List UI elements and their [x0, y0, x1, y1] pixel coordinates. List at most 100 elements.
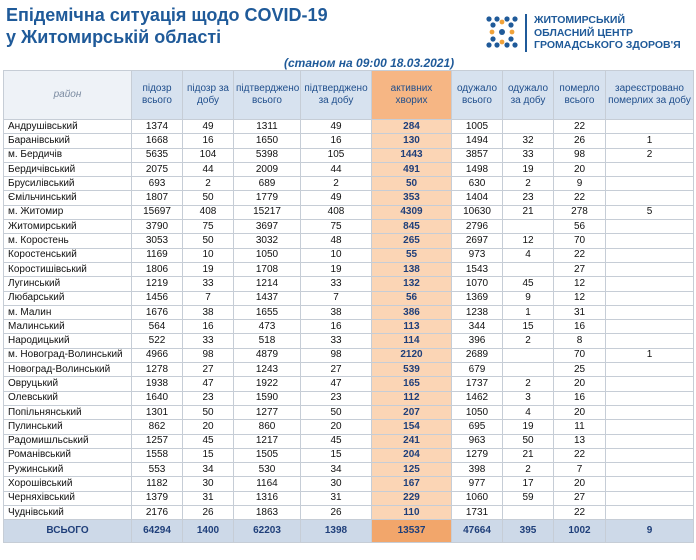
value-cell [605, 118, 694, 135]
value-cell: 2 [502, 462, 554, 478]
table-row: м. Житомир 15697 408 15217 408 4309 10630 21 278… [3, 204, 694, 221]
value-cell: 2009 [233, 161, 301, 178]
value-cell: 56 [371, 290, 452, 306]
rayon-name-cell: м. Малин [3, 304, 132, 321]
value-cell: 10 [300, 247, 372, 263]
value-cell [502, 261, 554, 278]
value-cell: 630 [451, 176, 503, 192]
value-cell: 1708 [233, 261, 301, 278]
total-label: ВСЬОГО [3, 519, 132, 544]
value-cell: 1456 [131, 290, 183, 306]
value-cell: 2697 [451, 233, 503, 249]
value-cell: 2 [182, 176, 234, 192]
table-row: Бердичівський 2075 44 2009 44 491 1498 19 20 [3, 161, 694, 178]
table-row: Коростенський 1169 10 1050 10 55 973 4 22 [3, 247, 694, 263]
value-cell: 22 [553, 118, 606, 135]
header-recovered-daily: одужало за добу [502, 70, 554, 120]
value-cell: 48 [300, 233, 372, 249]
value-cell: 204 [371, 447, 452, 464]
value-cell: 396 [451, 333, 503, 349]
header-suspected-daily: підозр за добу [182, 70, 234, 120]
value-cell [605, 219, 694, 235]
value-cell: 4 [502, 404, 554, 421]
value-cell: 50 [502, 433, 554, 449]
value-cell: 518 [233, 333, 301, 349]
value-cell: 2 [300, 176, 372, 192]
value-cell: 13 [553, 433, 606, 449]
value-cell: 2 [502, 376, 554, 392]
value-cell: 1311 [233, 118, 301, 135]
rayon-name-cell: Попільнянський [3, 404, 132, 421]
value-cell: 130 [371, 133, 452, 149]
value-cell: 113 [371, 319, 452, 335]
value-cell: 15 [502, 319, 554, 335]
value-cell: 491 [371, 161, 452, 178]
value-cell: 1316 [233, 490, 301, 507]
rayon-name-cell: Радомишльський [3, 433, 132, 449]
value-cell: 31 [553, 304, 606, 321]
value-cell: 17 [502, 476, 554, 492]
value-cell: 98 [300, 347, 372, 364]
table-row: Ружинський 553 34 530 34 125 398 2 7 [3, 462, 694, 478]
value-cell: 1655 [233, 304, 301, 321]
value-cell: 1050 [451, 404, 503, 421]
value-cell: 31 [300, 490, 372, 507]
value-cell: 1238 [451, 304, 503, 321]
value-cell: 1731 [451, 505, 503, 521]
value-cell: 1650 [233, 133, 301, 149]
value-cell: 539 [371, 362, 452, 378]
value-cell: 132 [371, 276, 452, 292]
value-cell: 49 [182, 118, 234, 135]
value-cell: 15697 [131, 204, 183, 221]
rayon-name-cell: Лугинський [3, 276, 132, 292]
value-cell: 530 [233, 462, 301, 478]
value-cell: 20 [300, 419, 372, 435]
title-line-1: Епідемічна ситуація щодо COVID-19 [6, 5, 328, 25]
value-cell: 1807 [131, 190, 183, 206]
value-cell: 23 [182, 390, 234, 406]
value-cell: 75 [300, 219, 372, 235]
value-cell: 1938 [131, 376, 183, 392]
value-cell [605, 462, 694, 478]
header-deaths-daily: зареєстровано померлих за добу [605, 70, 694, 120]
rayon-name-cell: Хорошівський [3, 476, 132, 492]
value-cell: 1374 [131, 118, 183, 135]
rayon-name-cell: Олевський [3, 390, 132, 406]
value-cell: 2 [502, 176, 554, 192]
value-cell: 34 [182, 462, 234, 478]
value-cell: 12 [502, 233, 554, 249]
value-cell: 7 [553, 462, 606, 478]
value-cell: 55 [371, 247, 452, 263]
value-cell: 105 [300, 147, 372, 163]
value-cell: 564 [131, 319, 183, 335]
total-value-cell: 47664 [451, 519, 503, 544]
value-cell: 3857 [451, 147, 503, 163]
value-cell: 408 [300, 204, 372, 221]
value-cell: 2689 [451, 347, 503, 364]
rayon-name-cell: Новоград-Волинський [3, 362, 132, 378]
value-cell: 1070 [451, 276, 503, 292]
value-cell: 16 [300, 319, 372, 335]
value-cell: 8 [553, 333, 606, 349]
value-cell: 4879 [233, 347, 301, 364]
value-cell: 3032 [233, 233, 301, 249]
value-cell: 25 [553, 362, 606, 378]
value-cell [605, 490, 694, 507]
value-cell: 26 [300, 505, 372, 521]
table-row: Чуднівський 2176 26 1863 26 110 1731 22 [3, 505, 694, 521]
value-cell: 693 [131, 176, 183, 192]
value-cell: 695 [451, 419, 503, 435]
table-row: Андрушівський 1374 49 1311 49 284 1005 22 [3, 118, 694, 135]
value-cell: 19 [502, 161, 554, 178]
table-row: Лугинський 1219 33 1214 33 132 1070 45 12 [3, 276, 694, 292]
value-cell: 1404 [451, 190, 503, 206]
value-cell: 860 [233, 419, 301, 435]
value-cell: 2 [502, 333, 554, 349]
value-cell: 1 [502, 304, 554, 321]
value-cell: 344 [451, 319, 503, 335]
value-cell: 12 [553, 276, 606, 292]
value-cell: 1543 [451, 261, 503, 278]
value-cell: 9 [553, 176, 606, 192]
value-cell: 1379 [131, 490, 183, 507]
value-cell: 20 [182, 419, 234, 435]
